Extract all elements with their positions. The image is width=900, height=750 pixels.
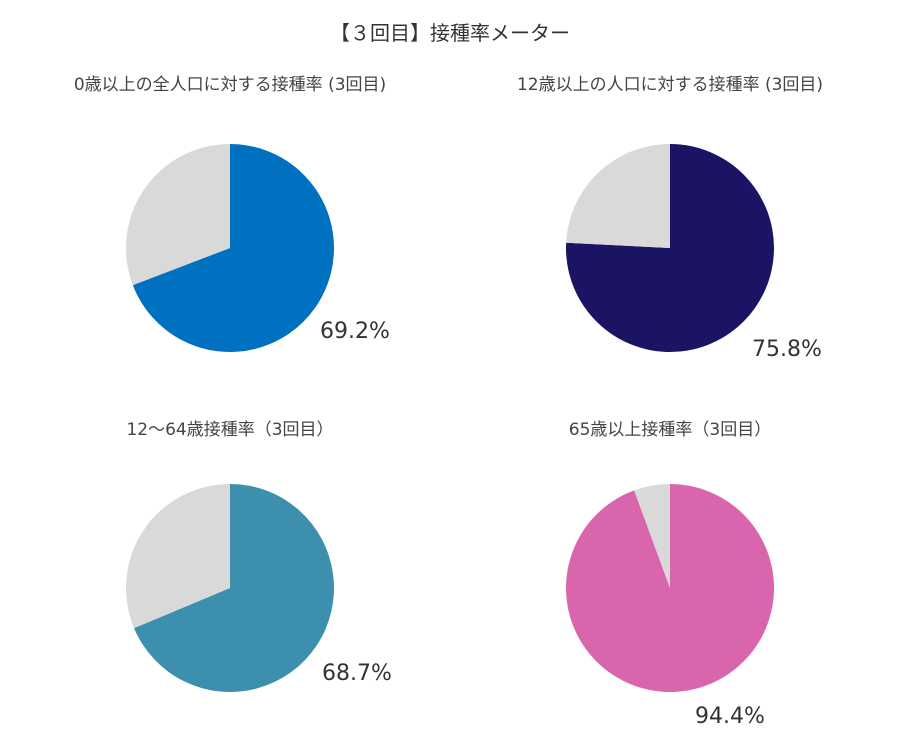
pie-chart-12-plus: 75.8%: [565, 144, 822, 362]
main-title: 【３回目】接種率メーター: [330, 21, 570, 45]
pie-chart-12-64: 68.7%: [125, 484, 392, 692]
pie-slice-vaccinated: [134, 484, 334, 692]
percentage-label: 69.2%: [320, 319, 390, 344]
pie-slice-unvaccinated: [634, 484, 670, 588]
chart-panel-all-ages: 0歳以上の全人口に対する接種率 (3回目) 69.2%: [5, 70, 455, 410]
chart-panel-12-64: 12～64歳接種率（3回目） 68.7%: [5, 410, 455, 750]
pie-slice-vaccinated: [565, 484, 774, 692]
chart-title-12-plus: 12歳以上の人口に対する接種率 (3回目): [516, 75, 824, 95]
pie-slice-unvaccinated: [566, 144, 670, 248]
chart-title-65-plus: 65歳以上接種率（3回目）: [568, 420, 772, 440]
pie-slice-vaccinated: [565, 144, 774, 352]
pie-slice-unvaccinated: [125, 144, 230, 286]
percentage-label: 75.8%: [752, 337, 822, 362]
chart-panel-12-plus: 12歳以上の人口に対する接種率 (3回目) 75.8%: [445, 70, 895, 410]
percentage-label: 68.7%: [322, 661, 392, 686]
chart-panel-65-plus: 65歳以上接種率（3回目） 94.4%: [445, 410, 895, 750]
percentage-label: 94.4%: [695, 704, 765, 729]
pie-slice-unvaccinated: [125, 484, 230, 629]
chart-title-12-64: 12～64歳接種率（3回目）: [126, 420, 334, 440]
chart-title-all-ages: 0歳以上の全人口に対する接種率 (3回目): [73, 75, 387, 95]
pie-chart-65-plus: 94.4%: [565, 484, 774, 729]
pie-slice-vaccinated: [132, 144, 334, 352]
pie-chart-all-ages: 69.2%: [125, 144, 390, 352]
